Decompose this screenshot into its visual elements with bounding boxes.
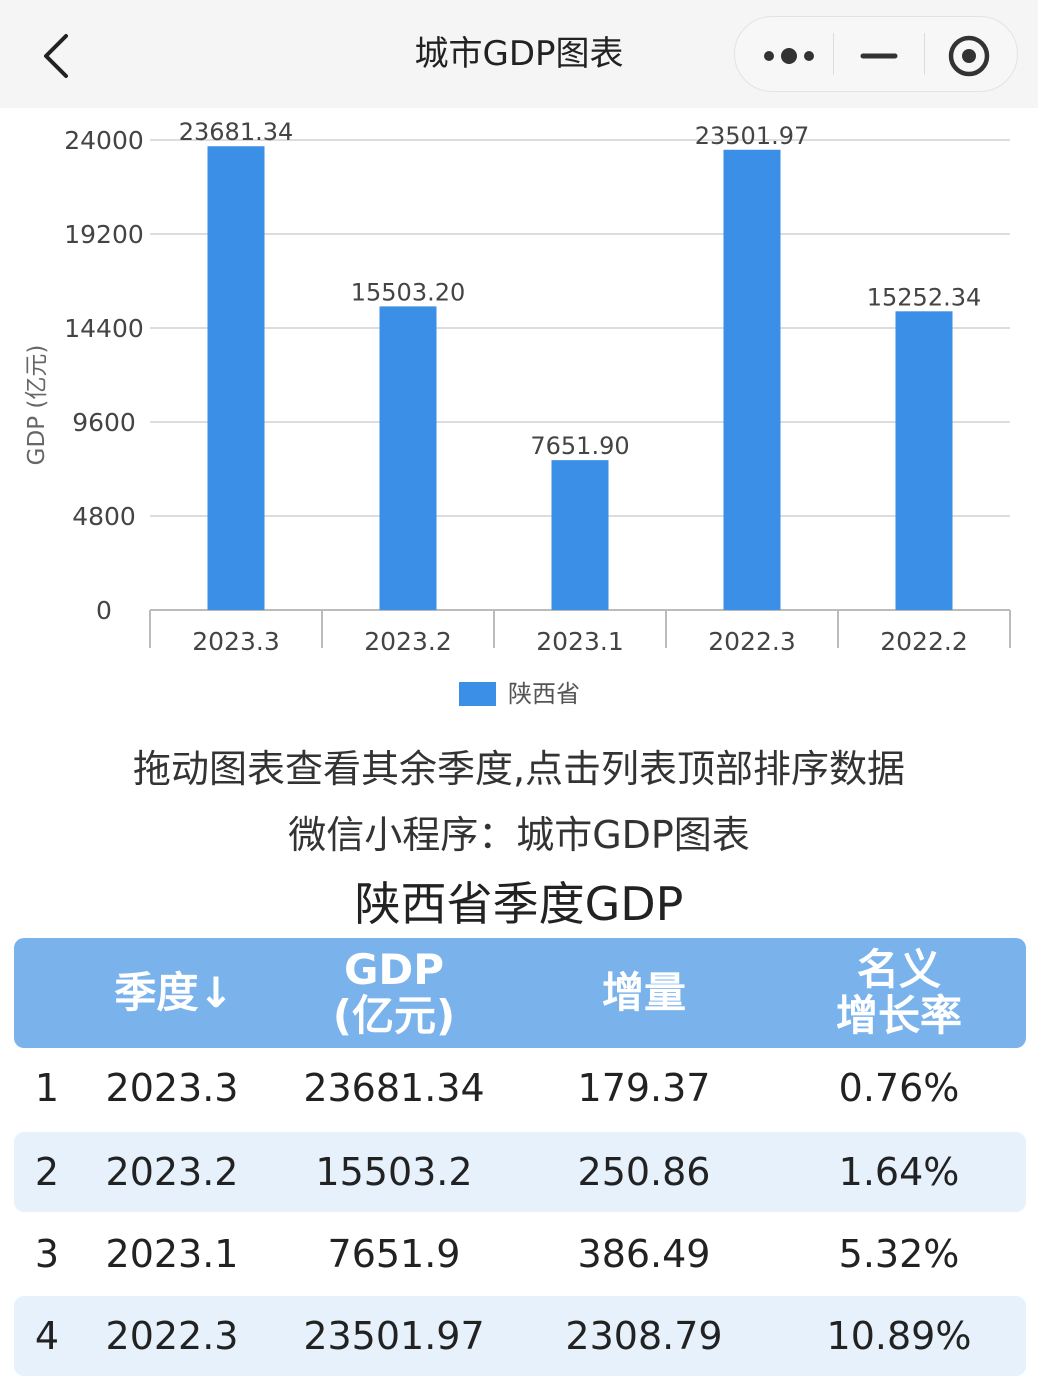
bar	[379, 306, 437, 610]
cell-increment: 386.49	[577, 1232, 711, 1276]
minus-icon	[860, 53, 898, 59]
table-row[interactable]: 3 2023.1 7651.9 386.49 5.32%	[14, 1214, 1026, 1294]
header-rate-line1: 名义	[856, 945, 941, 994]
x-tick-label: 2023.3	[192, 627, 279, 656]
bar-value-label: 23501.97	[695, 122, 810, 150]
cell-rate: 5.32%	[838, 1232, 960, 1276]
cell-quarter: 2023.2	[105, 1150, 239, 1194]
bar	[207, 146, 265, 610]
bar	[551, 460, 609, 610]
cell-gdp: 23501.97	[303, 1314, 485, 1358]
cell-increment: 179.37	[577, 1066, 711, 1110]
capsule-divider	[924, 33, 925, 75]
header-rate-line2: 增长率	[835, 991, 962, 1040]
y-tick-label: 19200	[64, 220, 144, 249]
bar-value-label: 7651.90	[530, 432, 629, 460]
more-button[interactable]	[735, 17, 833, 91]
bar-value-label: 15503.20	[351, 278, 466, 306]
y-axis-label: GDP (亿元)	[24, 345, 50, 466]
capsule-divider	[833, 33, 834, 75]
y-tick-label: 0	[96, 596, 112, 625]
bar	[895, 311, 953, 610]
cell-increment: 250.86	[577, 1150, 711, 1194]
chart-svg: 0 4800 9600 14400 19200 24000 23681.34 2023.3 15…	[24, 118, 1011, 708]
x-tick-label: 2023.2	[364, 627, 451, 656]
target-close-icon	[948, 35, 990, 77]
legend-swatch	[459, 682, 496, 706]
table-row[interactable]: 1 2023.3 23681.34 179.37 0.76%	[14, 1048, 1026, 1128]
gdp-bar-chart[interactable]: 0 4800 9600 14400 19200 24000 23681.34 2023.3 15…	[0, 108, 1038, 718]
cell-increment: 2308.79	[565, 1314, 723, 1358]
cell-rate: 10.89%	[826, 1314, 972, 1358]
table-header: 季度↓ GDP (亿元) 增量 名义 增长率	[14, 938, 1026, 1048]
bar-value-label: 15252.34	[867, 283, 982, 311]
table-row[interactable]: 2 2023.2 15503.2 250.86 1.64%	[14, 1132, 1026, 1212]
legend-label: 陕西省	[508, 680, 580, 708]
y-tick-label: 24000	[64, 126, 144, 155]
bar	[723, 149, 781, 610]
cell-rank: 3	[34, 1232, 60, 1276]
header-gdp[interactable]: GDP (亿元)	[294, 938, 494, 1048]
x-tick-label: 2023.1	[536, 627, 623, 656]
drag-hint-text: 拖动图表查看其余季度,点击列表顶部排序数据	[132, 747, 906, 791]
close-button[interactable]	[925, 17, 1017, 91]
y-tick-label: 9600	[72, 408, 136, 437]
header-quarter-label: 季度↓	[114, 968, 234, 1017]
more-dots-icon	[764, 48, 814, 64]
header-increment-label: 增量	[601, 968, 686, 1017]
cell-gdp: 15503.2	[315, 1150, 473, 1194]
header-rate[interactable]: 名义 增长率	[794, 938, 1004, 1048]
miniprogram-text: 微信小程序：城市GDP图表	[288, 813, 750, 857]
cell-gdp: 7651.9	[327, 1232, 461, 1276]
chevron-left-icon	[44, 34, 68, 78]
x-tick-label: 2022.2	[880, 627, 967, 656]
capsule-menu	[734, 16, 1018, 92]
header-quarter[interactable]: 季度↓	[54, 938, 294, 1048]
bar-value-label: 23681.34	[179, 118, 294, 146]
cell-rank: 1	[34, 1066, 60, 1110]
cell-rate: 0.76%	[838, 1066, 960, 1110]
header-increment[interactable]: 增量	[544, 938, 744, 1048]
cell-quarter: 2022.3	[105, 1314, 239, 1358]
table-title: 陕西省季度GDP	[354, 877, 684, 931]
minimize-button[interactable]	[834, 17, 924, 91]
cell-rank: 2	[34, 1150, 60, 1194]
y-tick-label: 14400	[64, 314, 144, 343]
y-tick-label: 4800	[72, 502, 136, 531]
cell-gdp: 23681.34	[303, 1066, 485, 1110]
cell-quarter: 2023.3	[105, 1066, 239, 1110]
cell-rank: 4	[34, 1314, 60, 1358]
navigation-bar: 城市GDP图表	[0, 0, 1038, 108]
cell-rate: 1.64%	[838, 1150, 960, 1194]
x-tick-label: 2022.3	[708, 627, 795, 656]
header-gdp-line2: (亿元)	[332, 991, 456, 1040]
table-row[interactable]: 4 2022.3 23501.97 2308.79 10.89%	[14, 1296, 1026, 1376]
header-gdp-line1: GDP	[343, 945, 445, 994]
back-button[interactable]	[30, 22, 90, 86]
cell-quarter: 2023.1	[105, 1232, 239, 1276]
